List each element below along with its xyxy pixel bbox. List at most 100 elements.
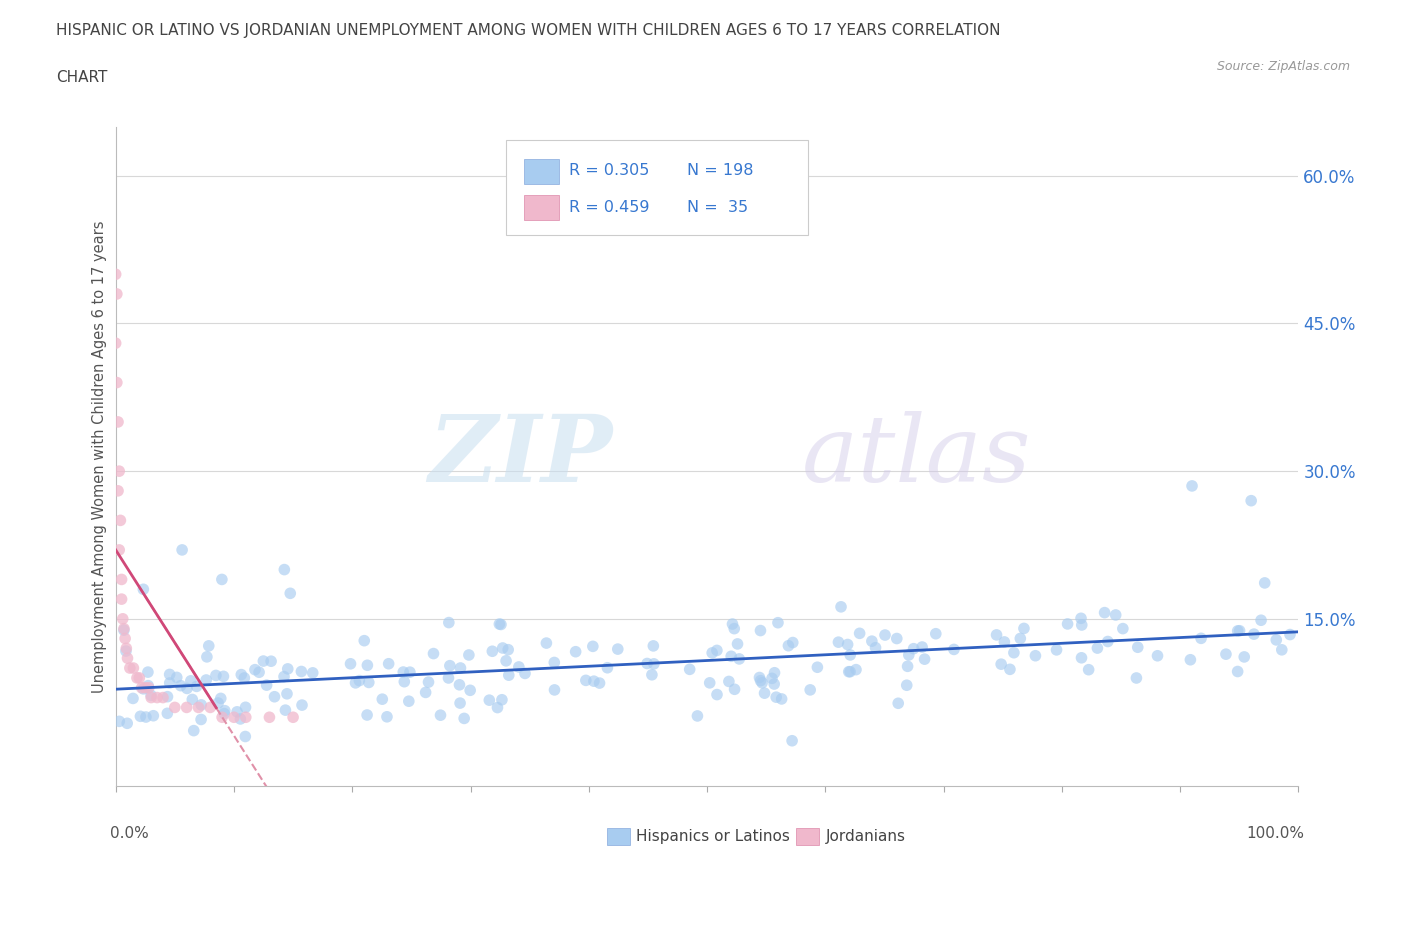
Point [141, 690, 163, 705]
Point [437, 671, 460, 685]
Point [110, 572, 132, 587]
Point [135, 710, 157, 724]
Point [429, 708, 451, 723]
Point [115, 641, 138, 656]
Point [156, 706, 179, 721]
Text: 100.0%: 100.0% [1246, 826, 1305, 841]
Point [243, 662, 266, 677]
Point [186, 679, 208, 694]
Point [231, 667, 253, 682]
Point [136, 665, 159, 680]
Point [301, 666, 323, 681]
Point [543, 655, 565, 670]
Point [449, 677, 471, 692]
Point [235, 710, 257, 724]
Point [115, 716, 138, 731]
Point [112, 623, 135, 638]
Point [112, 621, 135, 636]
FancyBboxPatch shape [606, 829, 630, 844]
Text: 0.0%: 0.0% [110, 826, 149, 841]
Point [1112, 621, 1135, 636]
Point [1250, 613, 1272, 628]
Point [1012, 621, 1035, 636]
Point [1070, 611, 1092, 626]
Point [1070, 650, 1092, 665]
Point [488, 617, 510, 631]
Point [641, 668, 664, 683]
Point [1077, 662, 1099, 677]
Point [1126, 640, 1149, 655]
Point [195, 649, 218, 664]
Point [839, 647, 862, 662]
Point [259, 710, 281, 724]
Point [763, 677, 786, 692]
Point [344, 675, 367, 690]
Point [536, 635, 558, 650]
Point [139, 688, 162, 703]
Point [1278, 627, 1301, 642]
Point [702, 645, 724, 660]
Point [990, 657, 1012, 671]
Point [914, 652, 936, 667]
Point [226, 704, 249, 719]
Point [108, 542, 131, 557]
Point [827, 635, 849, 650]
Point [1070, 618, 1092, 632]
Point [643, 657, 665, 671]
Point [1254, 576, 1277, 591]
Point [195, 672, 218, 687]
Point [643, 639, 665, 654]
Point [1226, 664, 1249, 679]
Point [349, 673, 371, 688]
Point [108, 714, 131, 729]
Point [107, 415, 129, 430]
Point [291, 698, 314, 712]
Point [450, 660, 472, 675]
Point [1240, 493, 1263, 508]
Point [457, 647, 479, 662]
Point [782, 635, 804, 650]
Point [212, 669, 235, 684]
Point [142, 709, 165, 724]
Point [1181, 478, 1204, 493]
Point [575, 673, 598, 688]
Point [723, 682, 745, 697]
Point [166, 670, 188, 684]
Point [156, 689, 179, 704]
Point [721, 617, 744, 631]
Point [1243, 627, 1265, 642]
Point [453, 711, 475, 725]
Point [754, 685, 776, 700]
Point [205, 668, 228, 683]
Point [415, 685, 437, 700]
Point [211, 572, 233, 587]
Point [132, 582, 155, 597]
Point [513, 666, 536, 681]
Point [458, 683, 481, 698]
Point [197, 638, 219, 653]
Y-axis label: Unemployment Among Women with Children Ages 6 to 17 years: Unemployment Among Women with Children A… [93, 220, 107, 693]
Point [679, 662, 702, 677]
Point [233, 671, 256, 685]
FancyBboxPatch shape [524, 159, 560, 184]
Point [136, 678, 159, 693]
Point [152, 690, 174, 705]
Text: N =  35: N = 35 [688, 200, 748, 215]
Point [111, 611, 134, 626]
Text: Source: ZipAtlas.com: Source: ZipAtlas.com [1216, 60, 1350, 73]
Point [277, 661, 299, 676]
Point [706, 687, 728, 702]
Point [104, 336, 127, 351]
Point [492, 641, 515, 656]
Point [1226, 623, 1249, 638]
Point [498, 668, 520, 683]
Point [146, 690, 169, 705]
Point [993, 634, 1015, 649]
Point [274, 703, 297, 718]
Point [377, 657, 399, 671]
Point [865, 640, 887, 655]
Text: N = 198: N = 198 [688, 164, 754, 179]
Point [848, 626, 870, 641]
Point [860, 633, 883, 648]
Point [481, 644, 503, 658]
